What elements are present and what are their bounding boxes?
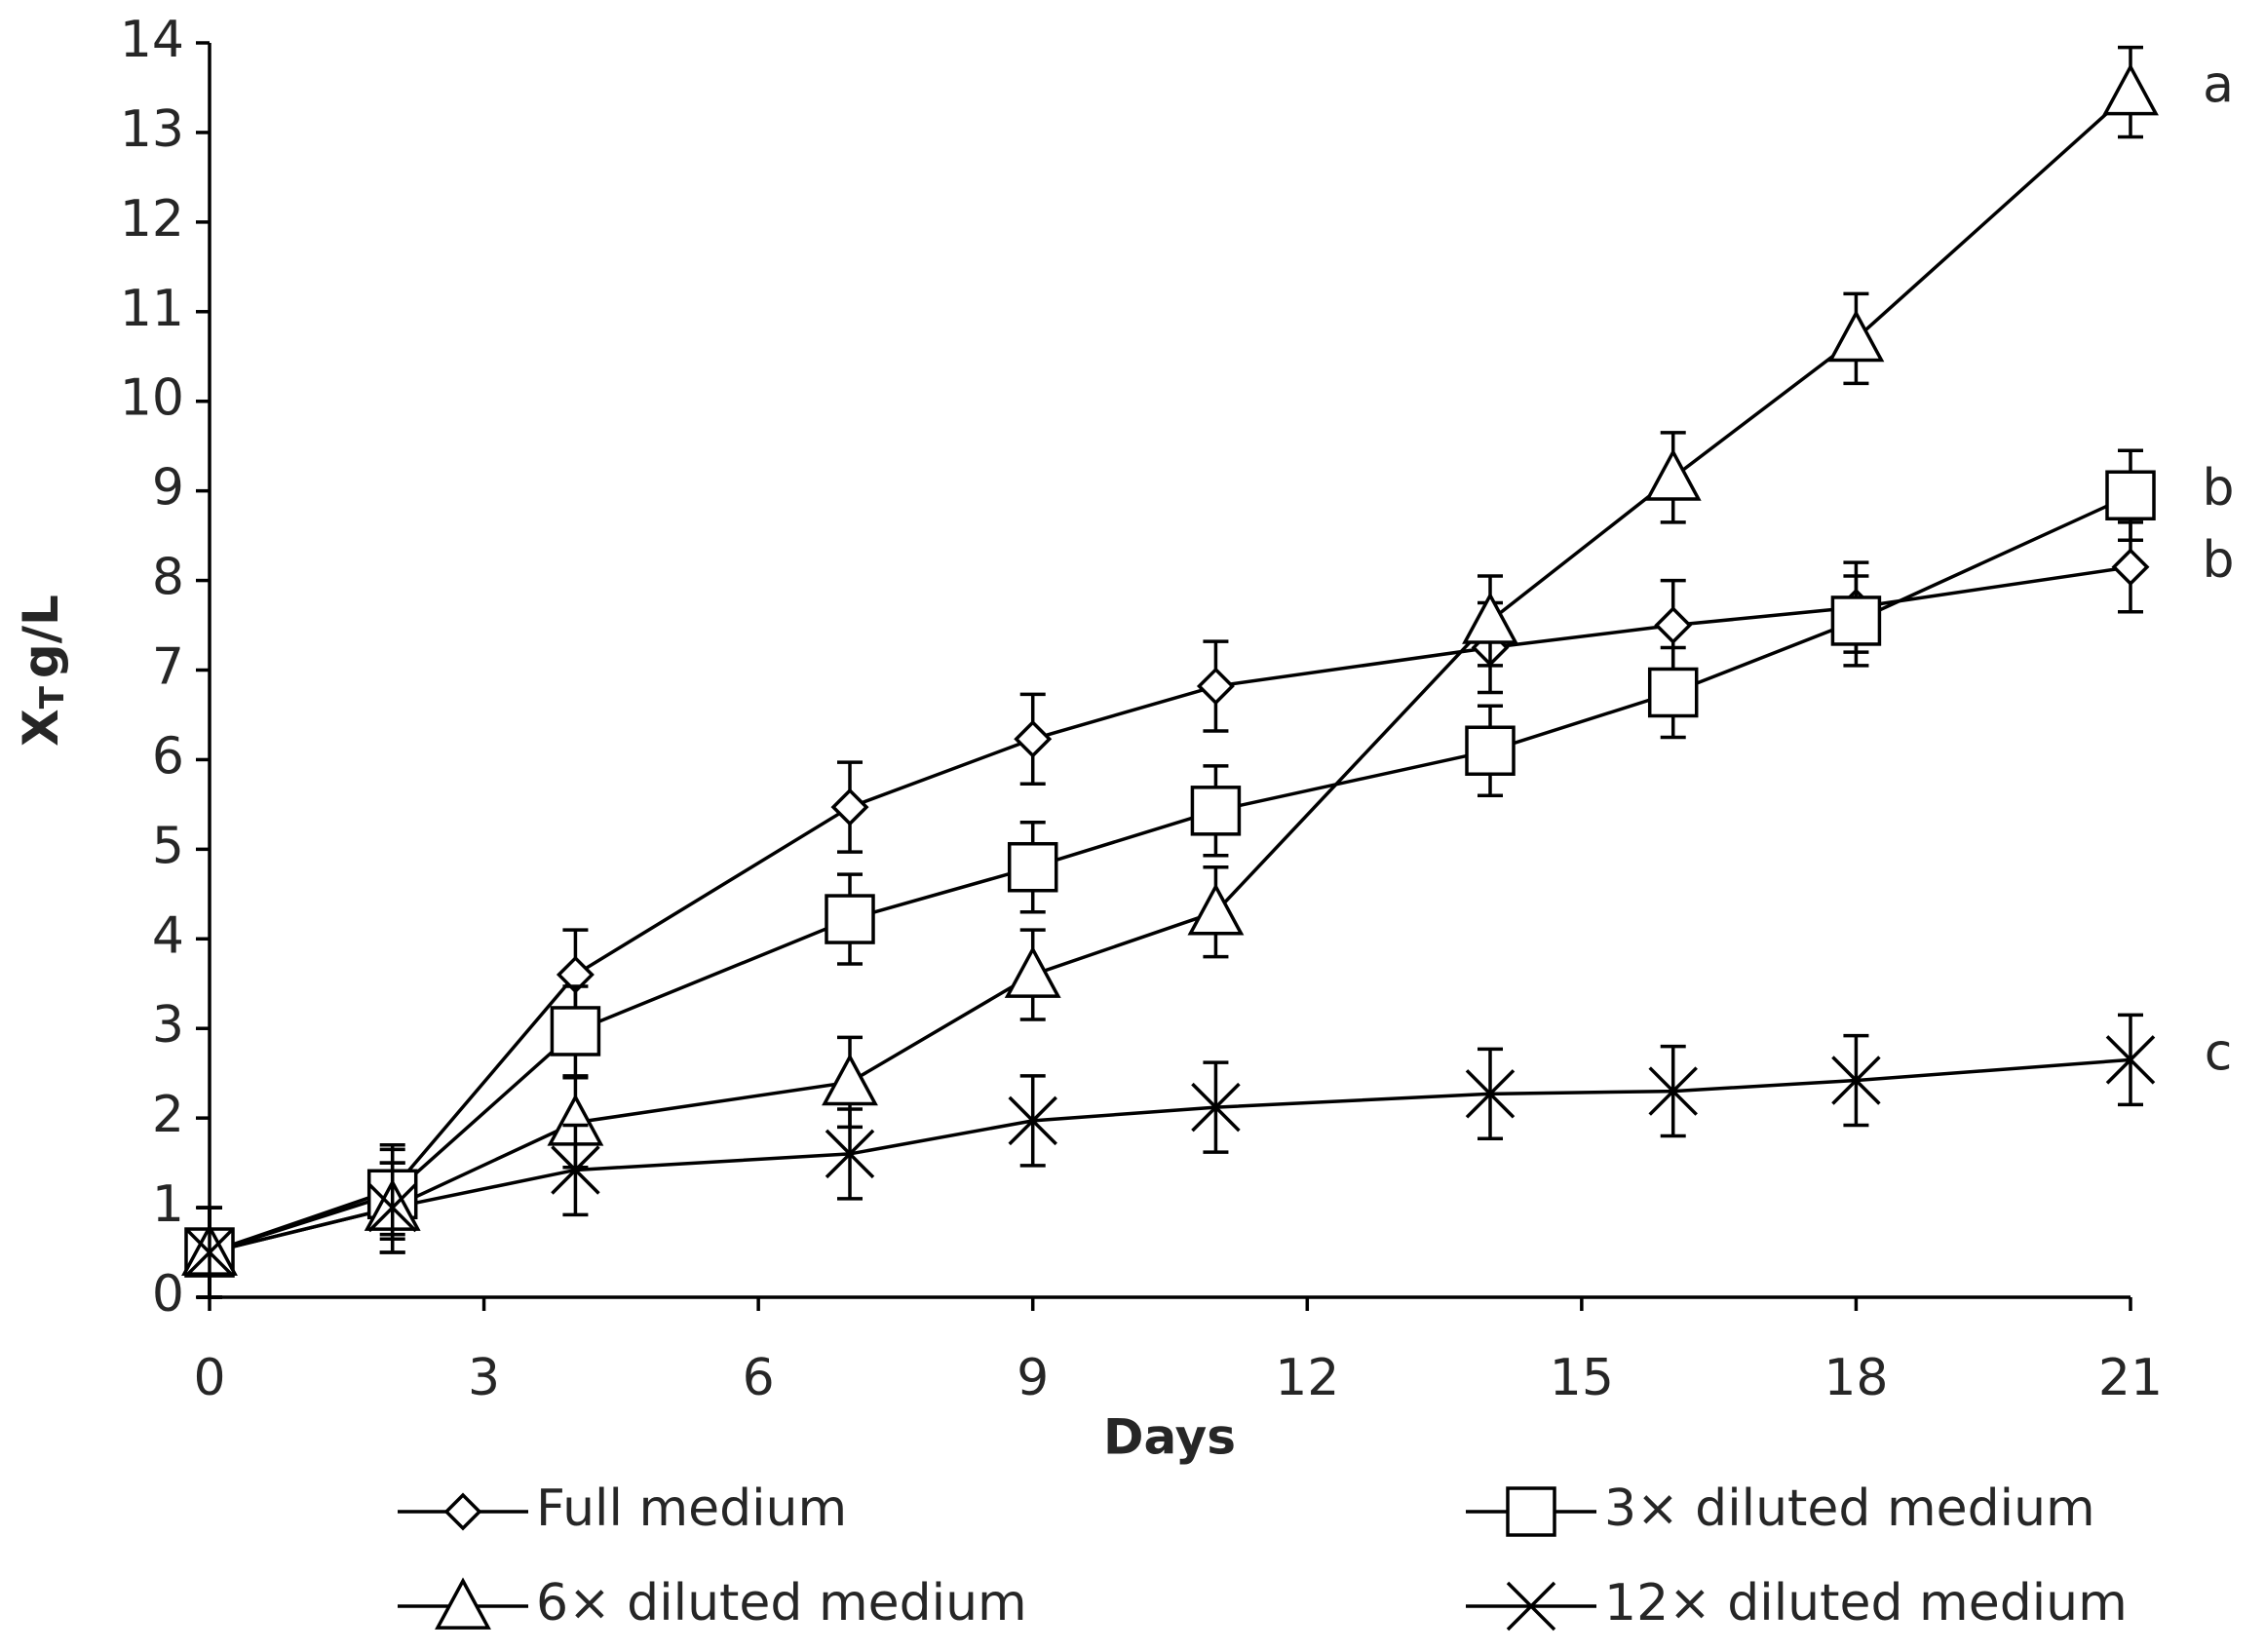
legend-label: 3× diluted medium — [1604, 1479, 2095, 1538]
marker-x — [1648, 1066, 1698, 1116]
x-tick-label: 9 — [1017, 1349, 1049, 1407]
x-tick-label: 3 — [468, 1349, 500, 1407]
marker-square — [825, 894, 875, 944]
y-tick-label: 2 — [152, 1086, 184, 1144]
marker-triangle — [1462, 592, 1518, 644]
series-line — [209, 91, 2132, 1254]
y-tick-label: 0 — [152, 1265, 184, 1324]
y-tick-label: 3 — [152, 996, 184, 1055]
legend-label: Full medium — [536, 1479, 847, 1538]
marker-x — [1506, 1581, 1556, 1632]
marker-x — [825, 1129, 875, 1179]
marker-square — [1465, 725, 1516, 776]
y-axis-title: XTg/L — [13, 595, 72, 747]
marker-triangle — [1827, 309, 1885, 363]
marker-triangle — [1644, 448, 1702, 501]
marker-square — [1190, 786, 1242, 836]
marker-x — [1191, 1082, 1241, 1133]
marker-diamond — [1654, 606, 1693, 645]
annotation: b — [2202, 531, 2234, 590]
y-tick-label: 9 — [152, 459, 184, 518]
y-tick-label: 13 — [120, 100, 184, 159]
annotation: c — [2205, 1023, 2233, 1082]
marker-triangle — [435, 1577, 491, 1630]
y-axis-title-unit: g/L — [13, 595, 69, 678]
series-line — [209, 1057, 2131, 1254]
x-tick-label: 12 — [1275, 1349, 1339, 1407]
y-tick-label: 7 — [152, 638, 184, 697]
marker-square — [1007, 841, 1058, 893]
y-tick-label: 11 — [120, 280, 184, 338]
y-tick-label: 10 — [120, 369, 184, 428]
y-tick-label: 14 — [120, 11, 184, 69]
marker-square — [2105, 470, 2156, 520]
marker-diamond — [1014, 719, 1053, 758]
marker-diamond — [443, 1492, 482, 1531]
x-tick-label: 21 — [2098, 1349, 2163, 1407]
marker-square — [550, 1006, 601, 1057]
y-tick-label: 4 — [152, 906, 184, 965]
y-tick-label: 12 — [120, 190, 184, 249]
marker-triangle — [2102, 62, 2159, 116]
marker-x — [367, 1182, 417, 1233]
legend-label: 12× diluted medium — [1604, 1574, 2128, 1633]
marker-square — [1506, 1486, 1556, 1537]
marker-diamond — [1196, 667, 1235, 706]
marker-x — [1831, 1056, 1881, 1105]
y-axis-title-subscript: T — [33, 685, 72, 709]
annotation: a — [2203, 57, 2234, 115]
x-axis-title: Days — [1103, 1409, 1236, 1466]
marker-diamond — [2111, 548, 2150, 587]
marker-x — [2105, 1035, 2156, 1085]
marker-triangle — [822, 1053, 878, 1106]
y-tick-label: 1 — [152, 1175, 184, 1234]
x-tick-label: 15 — [1550, 1349, 1614, 1407]
marker-triangle — [1004, 945, 1061, 998]
marker-x — [551, 1145, 600, 1195]
marker-x — [1465, 1069, 1516, 1119]
marker-diamond — [830, 788, 869, 826]
y-axis-title-main: X — [13, 709, 69, 747]
marker-x — [184, 1227, 235, 1278]
x-tick-label: 18 — [1824, 1349, 1888, 1407]
y-tick-label: 8 — [152, 549, 184, 607]
x-tick-label: 6 — [743, 1349, 775, 1407]
marker-square — [1647, 667, 1699, 718]
marker-x — [1008, 1095, 1057, 1146]
x-tick-label: 0 — [193, 1349, 225, 1407]
series-line — [209, 493, 2131, 1254]
y-tick-label: 6 — [152, 727, 184, 786]
marker-square — [1830, 595, 1882, 646]
legend-label: 6× diluted medium — [536, 1574, 1027, 1633]
marker-triangle — [1187, 883, 1245, 936]
y-tick-label: 5 — [152, 817, 184, 875]
annotation: b — [2202, 459, 2234, 518]
series-line — [209, 565, 2131, 1254]
